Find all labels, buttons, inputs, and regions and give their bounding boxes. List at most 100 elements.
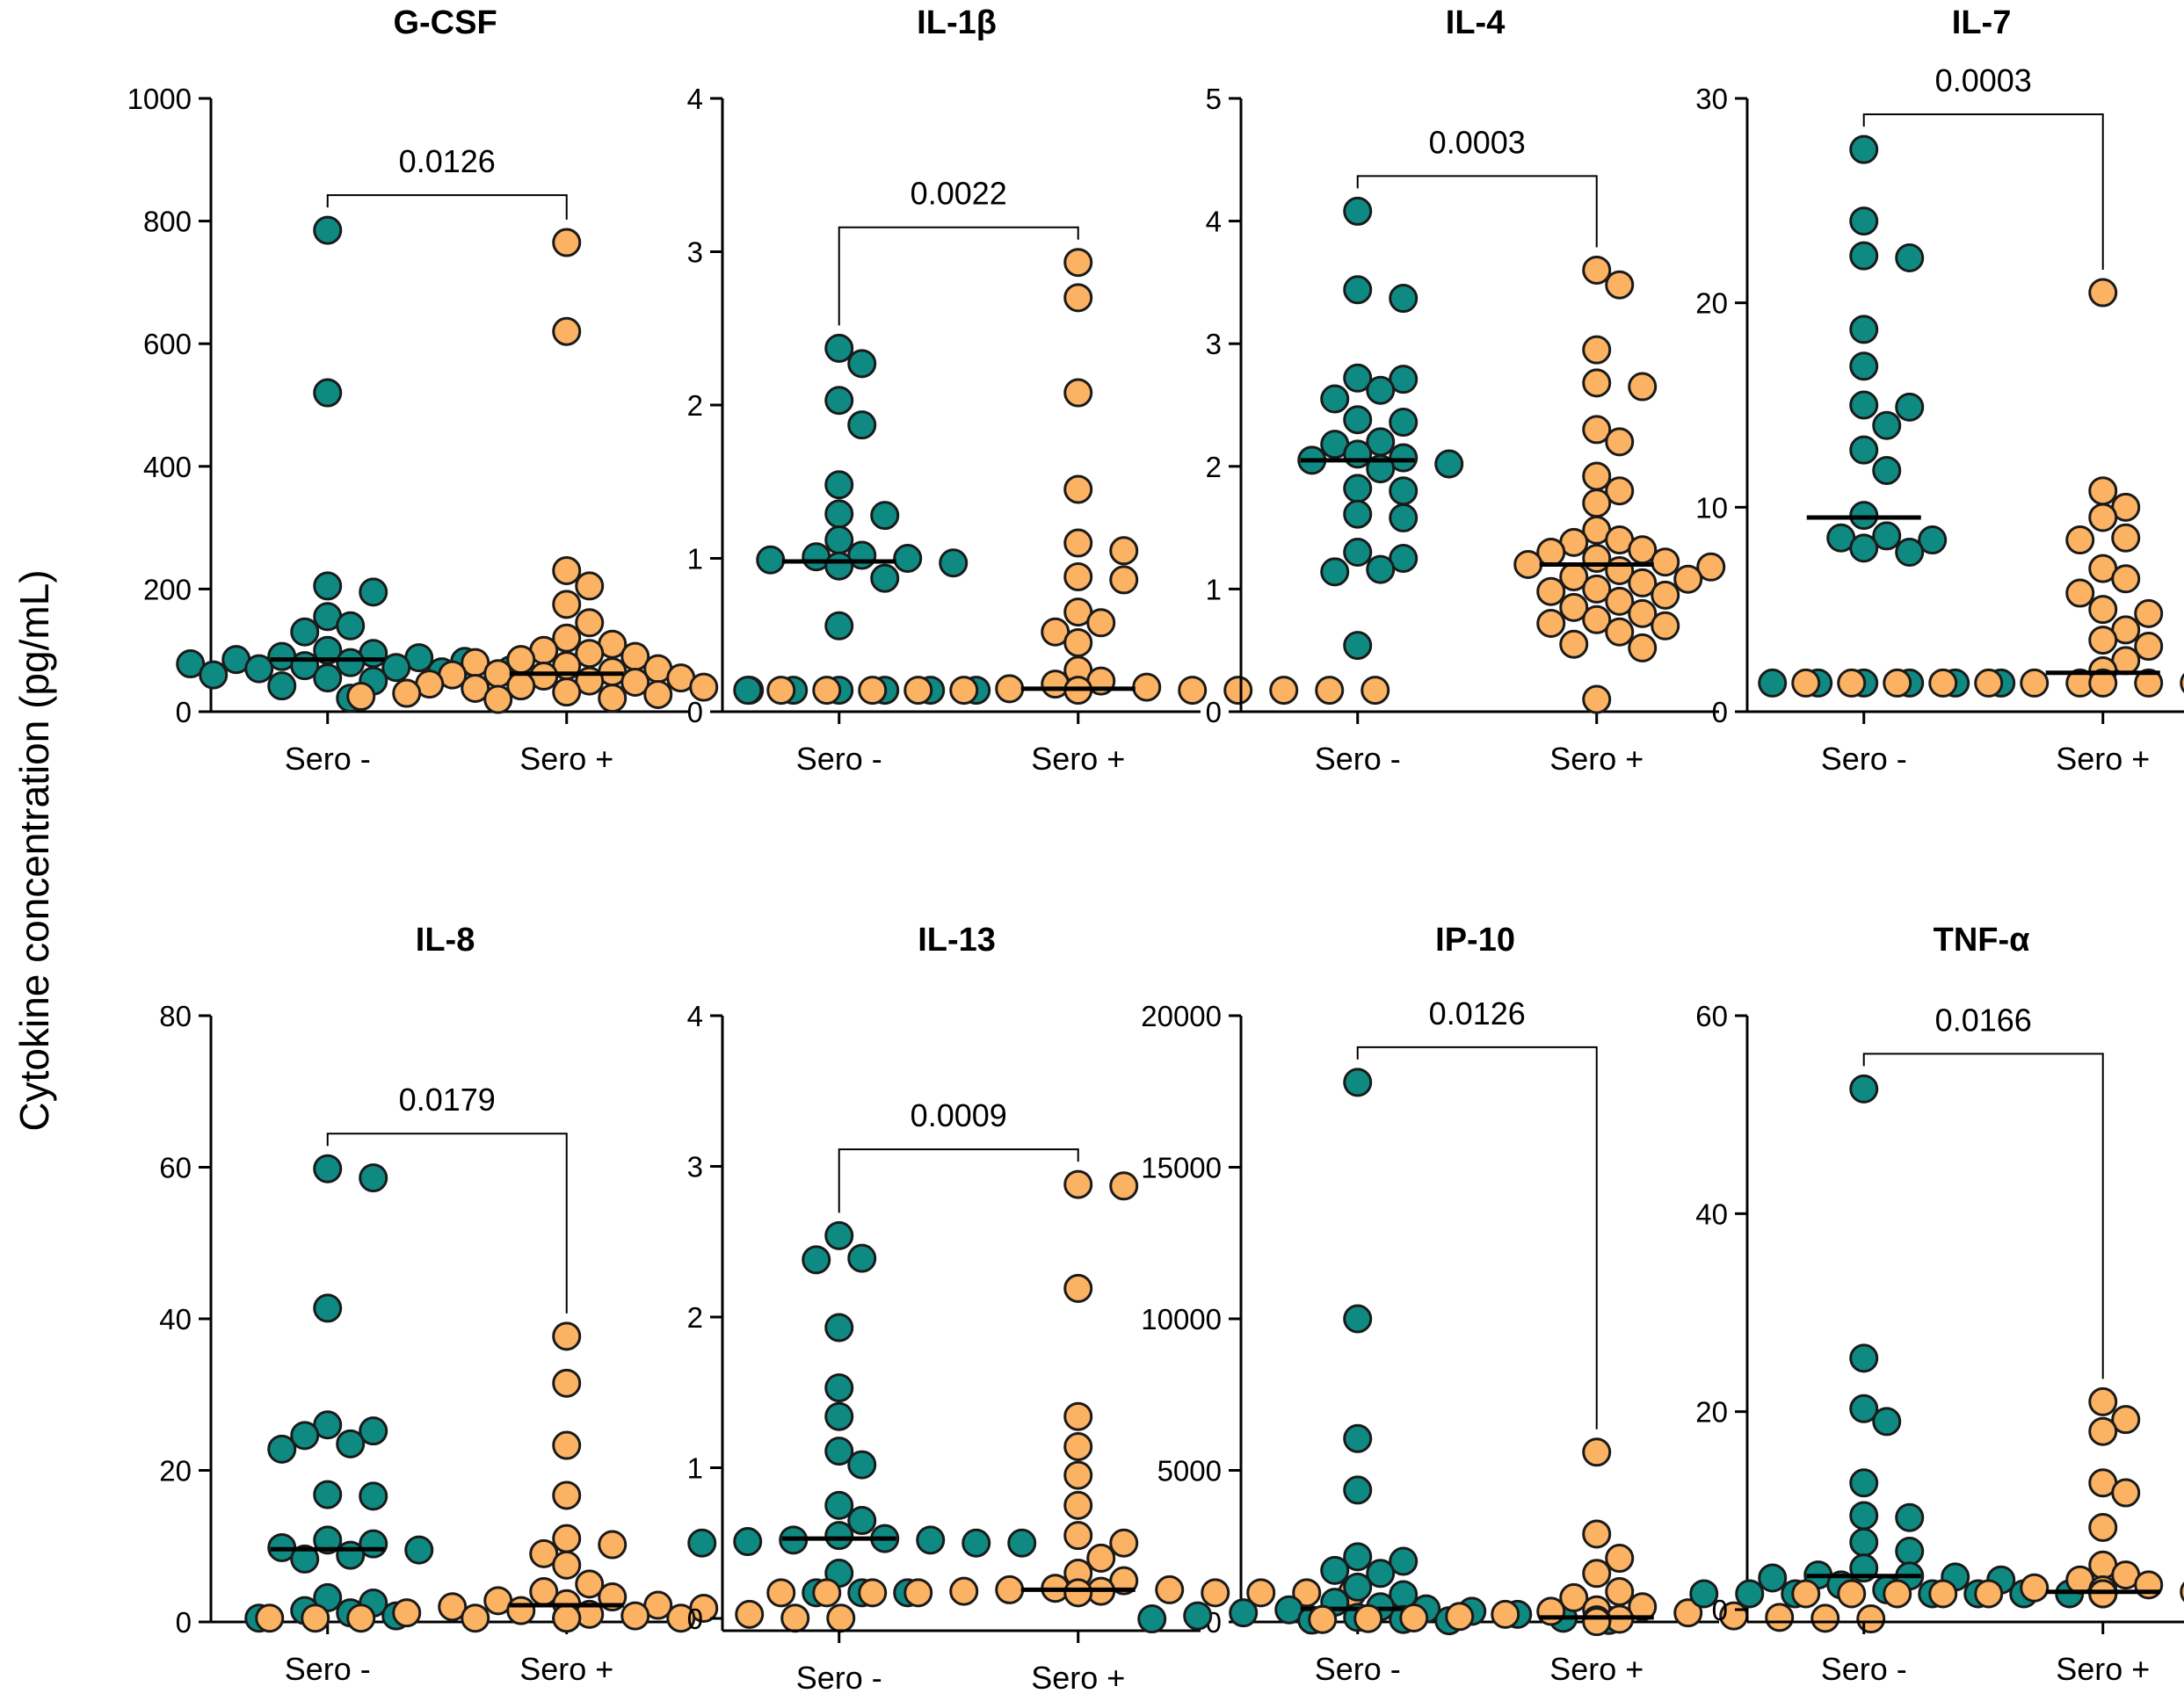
sero-pos-point — [552, 228, 582, 257]
sero-pos-point — [2088, 1386, 2118, 1416]
y-tick-label: 2 — [1206, 451, 1222, 483]
y-axis-label: Cytokine concentration (pg/mL) — [11, 569, 57, 1131]
sero-pos-point — [620, 667, 650, 697]
sero-pos-point — [1765, 1603, 1795, 1632]
sero-neg-point — [1895, 538, 1925, 568]
category-label: Sero - — [796, 741, 882, 777]
category-label: Sero - — [1315, 1651, 1401, 1687]
sero-neg-point — [824, 499, 854, 529]
sero-pos-point — [1109, 565, 1139, 595]
sero-pos-point — [1063, 378, 1093, 408]
p-value-label: 0.0003 — [1429, 124, 1526, 160]
significance-bracket — [1862, 1053, 2104, 1379]
sero-pos-point — [1791, 1579, 1821, 1609]
sero-pos-point — [1582, 1559, 1612, 1589]
sero-pos-point — [552, 1368, 582, 1398]
sero-pos-point — [575, 571, 605, 601]
sero-neg-point — [1849, 134, 1879, 164]
sero-pos-point — [1605, 1544, 1635, 1574]
sero-pos-point — [1063, 1490, 1093, 1520]
sero-pos-point — [1308, 1604, 1338, 1634]
sero-pos-point — [812, 676, 842, 706]
sero-pos-point — [2020, 668, 2050, 698]
sero-pos-point — [1063, 1401, 1093, 1431]
sero-pos-point — [1605, 1577, 1635, 1606]
sero-neg-point — [1758, 668, 1788, 698]
sero-pos-point — [529, 1538, 559, 1568]
sero-pos-point — [1536, 1596, 1566, 1626]
sero-pos-point — [552, 1550, 582, 1580]
category-label: Sero + — [1549, 741, 1643, 777]
sero-neg-point — [1389, 476, 1419, 506]
sero-pos-point — [812, 1578, 842, 1608]
sero-neg-point — [1343, 1423, 1373, 1453]
sero-pos-point — [1582, 1437, 1612, 1467]
sero-pos-point — [2111, 1478, 2141, 1508]
y-tick-label: 0 — [687, 1603, 703, 1635]
sero-pos-point — [1605, 427, 1635, 457]
sero-neg-point — [1849, 1074, 1879, 1104]
sero-pos-point — [1791, 668, 1821, 698]
sero-neg-point — [1918, 525, 1948, 555]
sero-neg-point — [313, 1293, 343, 1323]
sero-pos-point — [2111, 523, 2141, 553]
sero-neg-point — [1849, 351, 1879, 381]
panel-title: IP-10 — [1435, 922, 1515, 959]
sero-pos-point — [552, 677, 582, 707]
y-tick-label: 1000 — [127, 83, 192, 115]
sero-pos-point — [1086, 608, 1116, 638]
sero-pos-point — [1928, 668, 1958, 698]
sero-pos-point — [392, 678, 422, 708]
significance-bracket — [1356, 175, 1598, 248]
sero-pos-point — [1974, 1579, 2004, 1609]
sero-pos-point — [392, 1598, 422, 1628]
sero-neg-point — [359, 1416, 388, 1446]
sero-neg-point — [824, 551, 854, 581]
sero-pos-point — [1063, 1578, 1093, 1608]
sero-pos-point — [780, 1603, 810, 1633]
sero-pos-point — [1353, 1603, 1383, 1633]
sero-neg-point — [1735, 1579, 1765, 1609]
category-label: Sero - — [1315, 741, 1401, 777]
sero-pos-point — [1109, 1171, 1139, 1201]
sero-pos-point — [1399, 1603, 1429, 1633]
sero-neg-point — [1849, 315, 1879, 344]
p-value-label: 0.0003 — [1935, 62, 2032, 98]
sero-pos-point — [1582, 335, 1612, 365]
sero-neg-point — [733, 1527, 763, 1557]
sero-neg-point — [1895, 242, 1925, 272]
sero-neg-point — [1872, 455, 1902, 485]
y-tick-label: 60 — [159, 1152, 192, 1184]
sero-pos-point — [1928, 1579, 1958, 1609]
sero-pos-point — [1628, 1592, 1658, 1622]
sero-pos-point — [1582, 255, 1612, 285]
sero-neg-point — [687, 1528, 717, 1558]
sero-neg-point — [824, 1401, 854, 1431]
sero-neg-point — [939, 548, 969, 578]
sero-pos-point — [1673, 564, 1703, 594]
sero-pos-point — [1883, 668, 1912, 698]
sero-pos-point — [552, 316, 582, 346]
sero-pos-point — [552, 1430, 582, 1460]
panel-title: IL-7 — [1952, 4, 2012, 41]
sero-pos-point — [438, 1592, 468, 1622]
sero-pos-point — [903, 1578, 933, 1608]
y-tick-label: 3 — [1206, 328, 1222, 360]
sero-neg-point — [824, 470, 854, 500]
sero-neg-point — [1849, 1501, 1879, 1531]
y-tick-label: 0 — [687, 696, 703, 728]
sero-pos-point — [858, 1578, 888, 1608]
panel-3: IL-4 0 1 2 3 4 5 Sero - Sero + 0.0003 — [1206, 4, 1726, 777]
sero-pos-point — [552, 1524, 582, 1553]
sero-pos-point — [598, 1530, 628, 1560]
sero-pos-point — [1063, 248, 1093, 278]
sero-neg-point — [336, 1540, 366, 1570]
sero-neg-point — [824, 1521, 854, 1551]
sero-pos-point — [2180, 672, 2184, 694]
panel-title: IL-1β — [917, 4, 997, 41]
sero-pos-point — [1628, 598, 1658, 628]
sero-pos-point — [461, 673, 490, 703]
panel-6: IL-13 0 1 2 3 4 Sero - Sero + 0.0009 — [687, 922, 1368, 1696]
